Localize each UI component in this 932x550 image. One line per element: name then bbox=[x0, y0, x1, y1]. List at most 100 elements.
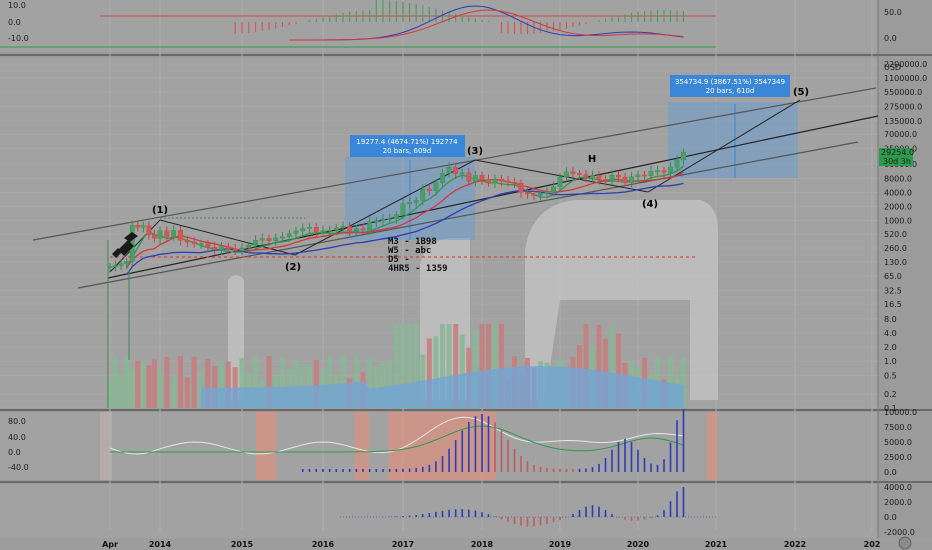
volume-bar bbox=[118, 373, 124, 408]
measure-label-box bbox=[670, 75, 790, 97]
candle-body bbox=[648, 171, 654, 176]
wave-label: (3) bbox=[467, 146, 483, 157]
candle-body bbox=[113, 265, 118, 267]
candle-body bbox=[146, 225, 152, 235]
price-tick-label: 260.0 bbox=[884, 244, 907, 253]
volume-bar bbox=[146, 365, 152, 408]
candle-body bbox=[551, 186, 556, 193]
candle-body bbox=[340, 226, 346, 229]
x-axis-tick-label: 202 bbox=[864, 540, 881, 549]
price-tick-label: 135000.0 bbox=[884, 117, 922, 126]
x-axis-tick-label: 2018 bbox=[471, 540, 494, 549]
candle-body bbox=[333, 227, 339, 231]
price-tick-label: 70000.0 bbox=[884, 130, 917, 139]
volume-bar bbox=[191, 356, 197, 408]
bottom-right-tick: 4000.0 bbox=[884, 483, 912, 492]
candle-body bbox=[486, 179, 491, 184]
candle-body bbox=[212, 247, 218, 250]
volume-bar bbox=[596, 324, 602, 408]
volume-bar bbox=[219, 362, 224, 408]
volume-bar bbox=[313, 359, 319, 408]
candle-body bbox=[557, 176, 563, 187]
osc-highlight-zone bbox=[100, 412, 112, 480]
price-tick-label: 520.0 bbox=[884, 230, 907, 239]
price-tick-label: 0.1 bbox=[884, 404, 897, 413]
price-tick-label: 1100000.0 bbox=[884, 74, 927, 83]
volume-bar bbox=[583, 324, 589, 408]
candle-body bbox=[360, 228, 366, 231]
volume-bar bbox=[499, 324, 504, 408]
volume-bar bbox=[440, 324, 445, 408]
candle-body bbox=[164, 230, 170, 238]
volume-bar bbox=[239, 358, 245, 408]
price-tick-label: 2.0 bbox=[884, 343, 897, 352]
candle-body bbox=[327, 229, 333, 232]
volume-bar bbox=[164, 356, 170, 408]
current-price-tag bbox=[879, 148, 913, 157]
bottom-right-tick: -2000.0 bbox=[884, 528, 915, 537]
top-signal-line bbox=[289, 9, 684, 41]
candle-body bbox=[674, 159, 680, 168]
candle-body bbox=[512, 181, 517, 184]
bottom-right-tick: 0.0 bbox=[884, 513, 897, 522]
shade-band bbox=[525, 200, 718, 400]
volume-bar bbox=[453, 324, 459, 408]
candle-body bbox=[433, 182, 439, 191]
candle-body bbox=[135, 224, 141, 228]
price-tick-label: 2200000.0 bbox=[884, 60, 927, 69]
volume-bar bbox=[479, 324, 485, 408]
candle-body bbox=[525, 192, 530, 195]
candle-body bbox=[367, 221, 373, 231]
candle-body bbox=[629, 176, 634, 184]
candle-body bbox=[273, 237, 279, 242]
osc-right-tick: 7500.0 bbox=[884, 423, 912, 432]
volume-bar bbox=[113, 356, 119, 408]
channel-top-line bbox=[32, 87, 877, 241]
candle-body bbox=[570, 171, 576, 174]
candle-body bbox=[564, 171, 569, 178]
analysis-note: D5 - bbox=[388, 255, 410, 265]
candle-body bbox=[353, 228, 359, 232]
x-axis-tick-label: 2019 bbox=[549, 540, 572, 549]
candle-body bbox=[459, 172, 465, 175]
price-tick-label: 32.5 bbox=[884, 286, 902, 295]
volume-bar bbox=[129, 368, 135, 408]
osc-left-tick: 0.0 bbox=[8, 448, 21, 457]
price-tick-label: 0.2 bbox=[884, 390, 897, 399]
candle-body bbox=[426, 188, 432, 191]
candle-body bbox=[544, 191, 550, 194]
volume-bar bbox=[387, 362, 393, 408]
wave-label: (5) bbox=[793, 87, 809, 98]
candle-body bbox=[225, 246, 231, 250]
countdown-tag bbox=[879, 157, 913, 166]
volume-bar bbox=[393, 324, 399, 408]
wave-label: (4) bbox=[642, 199, 658, 210]
volume-bar bbox=[124, 357, 130, 408]
candle-body bbox=[499, 178, 504, 182]
candle-body bbox=[393, 214, 399, 219]
volume-bar bbox=[171, 376, 177, 408]
candle-body bbox=[407, 202, 412, 204]
candle-body bbox=[420, 188, 426, 201]
marker-label: H bbox=[588, 154, 596, 165]
candle-body bbox=[293, 230, 299, 234]
volume-bar bbox=[340, 356, 346, 408]
osc-highlight-zone bbox=[707, 412, 717, 480]
candle-body bbox=[198, 243, 204, 246]
price-tick-label: 550000.0 bbox=[884, 88, 922, 97]
volume-bar bbox=[446, 324, 452, 408]
candle-body bbox=[609, 175, 615, 181]
volume-bar bbox=[668, 356, 673, 408]
candle-body bbox=[118, 263, 124, 266]
candle-body bbox=[616, 175, 621, 178]
candle-body bbox=[635, 174, 641, 178]
candle-body bbox=[184, 240, 190, 243]
analysis-note: M3 - 1B98 bbox=[388, 237, 437, 247]
top-indicator-panel: 10.0 0.0 -10.0 50.0 0.0 bbox=[0, 0, 902, 48]
moving-average-line bbox=[126, 182, 684, 276]
volume-bar bbox=[327, 357, 333, 408]
x-axis-tick-label: Apr bbox=[102, 540, 118, 549]
x-axis-tick-label: 2021 bbox=[705, 540, 728, 549]
